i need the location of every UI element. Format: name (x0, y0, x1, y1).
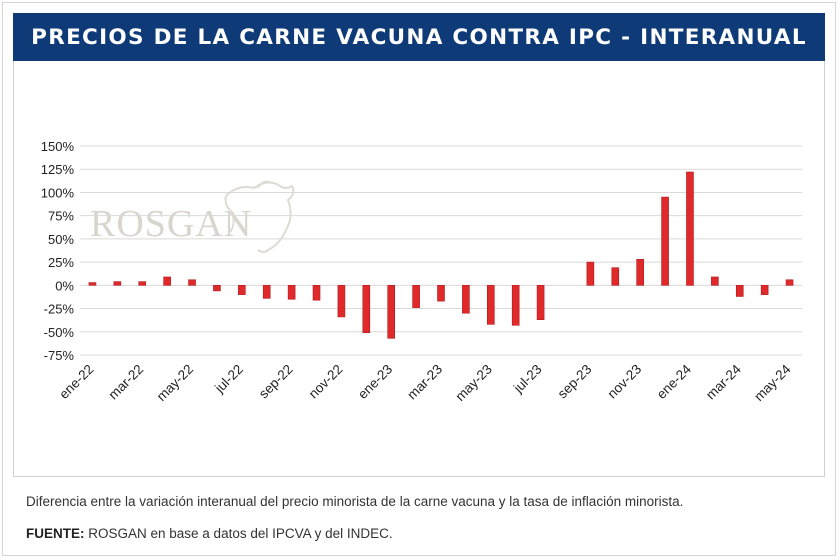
y-tick-label: 75% (48, 209, 74, 224)
x-tick-label: may-23 (452, 362, 494, 404)
bar-ene-24 (686, 171, 694, 286)
y-tick-label: -25% (44, 302, 75, 317)
bar-jun-23 (511, 285, 520, 326)
bar-mar-22 (138, 281, 147, 286)
bar-dic-22 (362, 285, 371, 334)
bar-nov-22 (337, 285, 346, 318)
x-tick-label: nov-23 (604, 362, 644, 402)
y-axis: 150% 125% 100% 75% 50% 25% 0% -25% -50% -75% (41, 139, 75, 363)
bar-abr-24 (760, 285, 769, 295)
bar-may-22 (188, 279, 196, 286)
bar-dic-23 (661, 196, 669, 286)
watermark-text: ROSGAN (90, 203, 252, 245)
y-tick-label: -75% (44, 348, 75, 363)
source-text: ROSGAN en base a datos del IPCVA y del I… (84, 526, 393, 541)
bar-ene-22 (88, 282, 97, 286)
y-tick-label: 50% (48, 232, 74, 247)
bar-abr-22 (163, 276, 171, 286)
bar-mar-24 (735, 285, 744, 297)
bar-chart: ROSGAN 150% 125% 100% 75% 50% 25% 0% -25% -50% -7… (41, 139, 802, 404)
x-tick-label: ene-23 (355, 362, 395, 402)
bar-oct-22 (312, 285, 321, 301)
bar-ene-23 (387, 285, 396, 339)
bar-feb-23 (412, 285, 420, 308)
y-tick-label: 100% (41, 185, 75, 200)
cow-head-icon (224, 180, 295, 253)
chart-title-bar: PRECIOS DE LA CARNE VACUNA CONTRA IPC - … (13, 13, 825, 61)
chart-area (13, 61, 825, 477)
chart-title: PRECIOS DE LA CARNE VACUNA CONTRA IPC - … (31, 24, 807, 50)
source-label: FUENTE: (26, 526, 85, 541)
x-tick-label: sep-23 (555, 362, 595, 402)
y-tick-label: 0% (55, 278, 74, 293)
x-tick-label: may-22 (154, 362, 196, 404)
bar-may-23 (486, 285, 495, 325)
rosgan-watermark: ROSGAN (90, 180, 295, 253)
y-tick-label: 125% (41, 162, 75, 177)
x-tick-label: jul-23 (510, 362, 545, 397)
bar-oct-23 (611, 267, 620, 286)
bar-jul-23 (536, 285, 545, 321)
x-tick-label: jul-22 (211, 362, 246, 397)
x-tick-label: may-24 (751, 361, 794, 404)
bar-sep-23 (586, 261, 595, 286)
bar-jul-22 (238, 285, 246, 295)
source-note: FUENTE: ROSGAN en base a datos del IPCVA… (26, 526, 393, 541)
x-tick-label: sep-22 (256, 362, 296, 402)
x-tick-label: mar-22 (106, 362, 147, 403)
gridlines (80, 145, 802, 356)
bar-feb-22 (113, 281, 122, 286)
bars (88, 171, 794, 339)
x-tick-label: mar-24 (703, 361, 744, 402)
bar-ago-22 (262, 285, 271, 299)
bar-nov-23 (636, 259, 644, 286)
x-tick-label: ene-24 (654, 361, 695, 402)
x-tick-label: mar-23 (404, 362, 445, 403)
x-axis: ene-22 mar-22 may-22 jul-22 sep-22 nov-22 ene-… (56, 361, 794, 404)
bar-sep-22 (287, 285, 296, 300)
y-tick-label: -50% (44, 325, 75, 340)
bar-jun-22 (213, 285, 221, 292)
bar-may-24 (785, 279, 794, 286)
bar-feb-24 (711, 276, 719, 286)
y-tick-label: 150% (41, 139, 75, 154)
bar-mar-23 (437, 285, 445, 302)
chart-caption: Diferencia entre la variación interanual… (26, 494, 684, 509)
x-tick-label: nov-22 (306, 362, 346, 402)
y-tick-label: 25% (48, 255, 74, 270)
x-tick-label: ene-22 (56, 362, 96, 402)
bar-abr-23 (462, 285, 470, 314)
